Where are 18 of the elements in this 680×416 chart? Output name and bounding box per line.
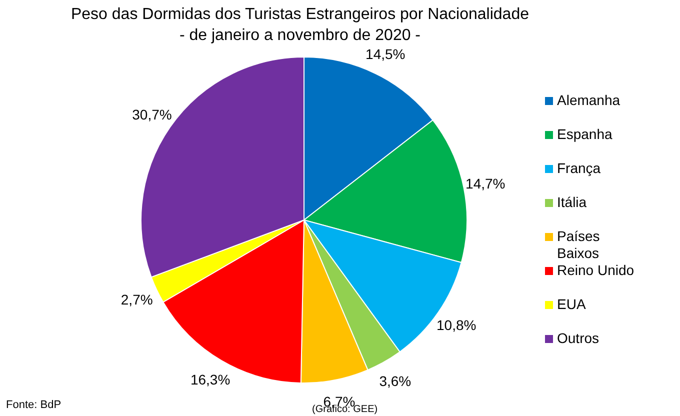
data-label: 16,3% — [190, 372, 230, 388]
legend-label: EUA — [557, 296, 587, 313]
data-label: 14,7% — [466, 176, 506, 192]
legend-label: Itália — [557, 194, 588, 211]
legend-label: Reino Unido — [557, 262, 636, 279]
data-label: 3,6% — [379, 372, 412, 389]
source-note: Fonte: BdP — [6, 399, 62, 411]
legend-label: Países Baixos — [557, 228, 601, 262]
data-label: 10,8% — [436, 316, 476, 333]
legend-label: Outros — [557, 330, 600, 347]
legend-label: Espanha — [557, 126, 614, 143]
data-label: 2,7% — [120, 291, 153, 308]
data-label: 30,7% — [132, 106, 172, 123]
chart-title: Peso das Dormidas dos Turistas Estrangeiros por Nacionalidade — [70, 5, 530, 25]
data-label: 14,5% — [366, 46, 406, 62]
legend-label: França — [557, 160, 602, 177]
legend-label: Alemanha — [557, 92, 622, 109]
chart-subtitle: - de janeiro a novembro de 2020 - — [178, 26, 422, 46]
